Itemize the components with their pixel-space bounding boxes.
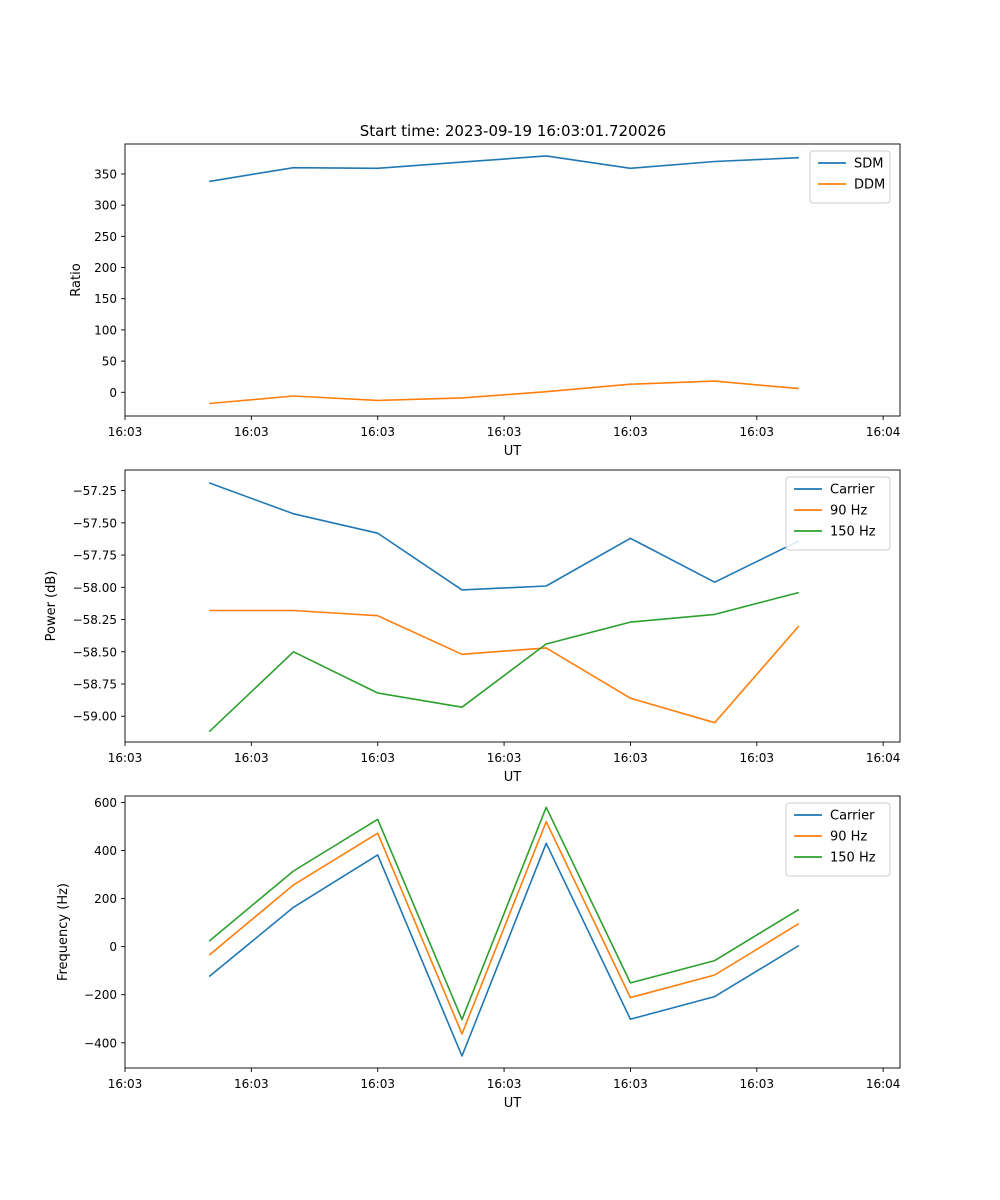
chart-1-x-tick-label: 16:04 (866, 425, 901, 439)
chart-2-y-tick-label: −59.00 (73, 710, 117, 724)
chart-2-y-tick-label: −58.00 (73, 581, 117, 595)
chart-1-y-tick-label: 300 (94, 199, 117, 213)
chart-2-y-tick-label: −57.25 (73, 484, 117, 498)
chart-1-legend: SDM DDM (809, 150, 891, 204)
chart-2-y-tick-label: −57.50 (73, 516, 117, 530)
chart-3-x-tick-label: 16:03 (108, 1077, 143, 1091)
chart-1-y-axis-label: Ratio (69, 263, 84, 296)
chart-3-x-axis-label: UT (504, 1096, 522, 1111)
chart-1-y-tick-label: 150 (94, 292, 117, 306)
chart-2-legend-label: Carrier (830, 483, 875, 498)
chart-1-axes-frame (124, 143, 901, 417)
chart-2-legend-label: 150 Hz (830, 525, 876, 540)
chart-1-y-tick-label: 200 (94, 261, 117, 275)
chart-3-y-axis-label: Frequency (Hz) (56, 883, 71, 981)
chart-3-series-line-2 (208, 820, 800, 1035)
chart-3-series-line-3 (208, 806, 800, 1021)
chart-3-y-tick-label: 400 (94, 844, 117, 858)
chart-3-axes-frame (124, 795, 901, 1069)
chart-1: 16:03 16:03 16:03 16:03 16:03 16:03 16:04 UT 0 50… (69, 143, 901, 459)
chart-1-x-tick-label: 16:03 (234, 425, 269, 439)
chart-1-series-line-1 (209, 155, 799, 183)
chart-1-legend-box (809, 150, 891, 204)
chart-2-x-tick-label: 16:04 (866, 751, 901, 765)
chart-1-x-tick-label: 16:03 (487, 425, 522, 439)
chart-2-x-tick-label: 16:03 (613, 751, 648, 765)
charts-container: 16:03 16:03 16:03 16:03 16:03 16:03 16:04 UT 0 50… (44, 143, 901, 1111)
chart-3-y-tick-label: −200 (84, 988, 117, 1002)
chart-3-x-tick-label: 16:03 (234, 1077, 269, 1091)
chart-2-x-tick-label: 16:03 (739, 751, 774, 765)
chart-2-y-tick-label: −58.75 (73, 677, 117, 691)
figure-title: Start time: 2023-09-19 16:03:01.720026 (360, 122, 666, 140)
chart-3-x-tick-label: 16:03 (739, 1077, 774, 1091)
chart-1-y-tick-label: 0 (109, 386, 117, 400)
chart-3-legend: Carrier 90 Hz 150 Hz (785, 802, 891, 877)
chart-2-x-axis-label: UT (504, 770, 522, 785)
chart-2-axes-frame (124, 469, 901, 743)
chart-2-y-tick-label: −58.25 (73, 613, 117, 627)
chart-1-x-tick-label: 16:03 (739, 425, 774, 439)
chart-3-y-tick-label: 600 (94, 796, 117, 810)
chart-1-x-axis-label: UT (504, 444, 522, 459)
chart-1-x-tick-label: 16:03 (613, 425, 648, 439)
chart-1-y-tick-label: 250 (94, 230, 117, 244)
chart-3-y-tick-label: −400 (84, 1036, 117, 1050)
chart-1-y-tick-label: 100 (94, 323, 117, 337)
chart-3-x-tick-label: 16:04 (866, 1077, 901, 1091)
chart-3-series-line-1 (208, 842, 800, 1057)
chart-3-x-tick-label: 16:03 (360, 1077, 395, 1091)
chart-2-x-tick-label: 16:03 (108, 751, 143, 765)
chart-1-series-line-2 (209, 380, 799, 405)
chart-1-x-tick-label: 16:03 (108, 425, 143, 439)
chart-2-y-axis-label: Power (dB) (44, 571, 59, 642)
chart-3-legend-label: 90 Hz (830, 830, 867, 845)
chart-3-legend-label: Carrier (830, 809, 875, 824)
chart-3-y-tick-label: 200 (94, 892, 117, 906)
chart-1-y-tick-label: 350 (94, 167, 117, 181)
chart-2-legend-label: 90 Hz (830, 504, 867, 519)
chart-2: 16:03 16:03 16:03 16:03 16:03 16:03 16:04 UT −59… (44, 469, 901, 785)
chart-2-y-tick-label: −58.50 (73, 645, 117, 659)
chart-2-series-line-2 (209, 609, 800, 724)
chart-2-x-tick-label: 16:03 (360, 751, 395, 765)
chart-3-x-tick-label: 16:03 (487, 1077, 522, 1091)
chart-3-legend-label: 150 Hz (830, 851, 876, 866)
chart-2-y-tick-label: −57.75 (73, 549, 117, 563)
chart-2-x-tick-label: 16:03 (234, 751, 269, 765)
chart-1-x-tick-label: 16:03 (360, 425, 395, 439)
chart-1-y-tick-label: 50 (102, 355, 117, 369)
chart-2-x-tick-label: 16:03 (487, 751, 522, 765)
chart-1-legend-label: DDM (854, 178, 885, 193)
chart-2-series-line-1 (208, 482, 800, 591)
chart-3: 16:03 16:03 16:03 16:03 16:03 16:03 16:04 UT −40… (56, 795, 901, 1111)
chart-3-y-tick-label: 0 (109, 940, 117, 954)
chart-2-series-line-3 (208, 591, 800, 733)
chart-3-x-tick-label: 16:03 (613, 1077, 648, 1091)
chart-2-legend: Carrier 90 Hz 150 Hz (785, 476, 891, 551)
chart-1-legend-label: SDM (854, 157, 883, 172)
